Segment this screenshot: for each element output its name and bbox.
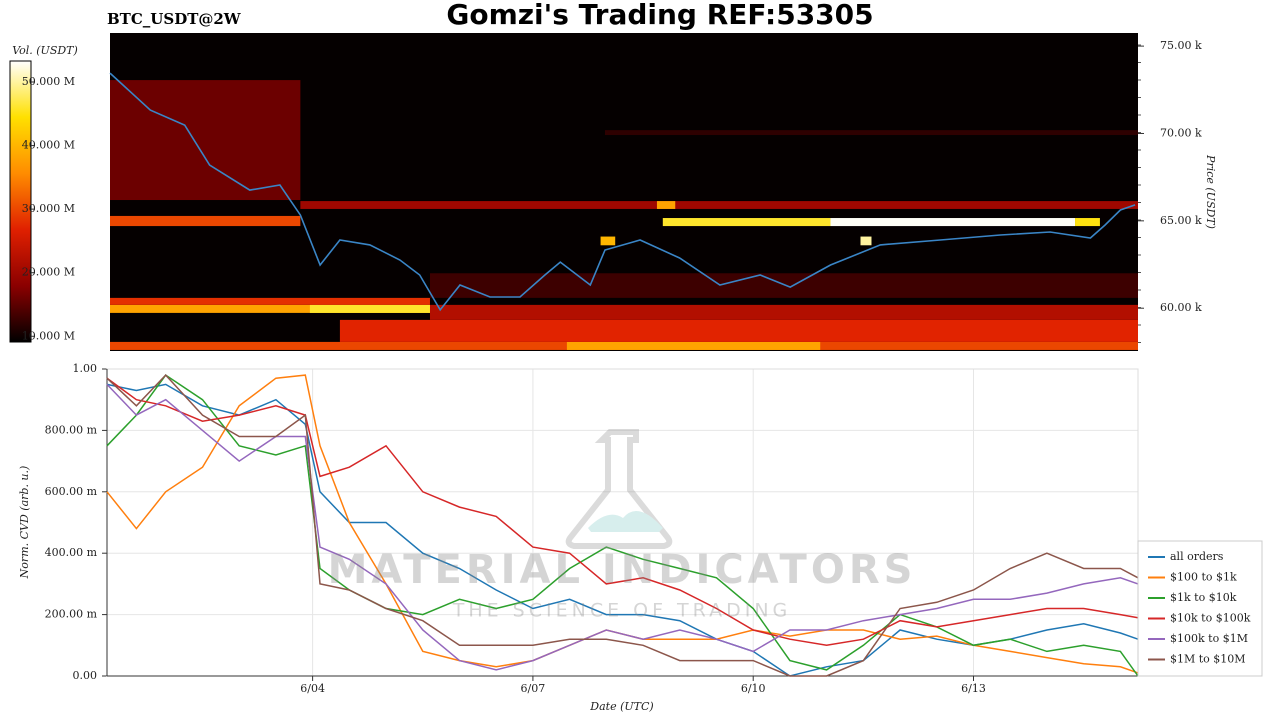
heat-cell [110,297,430,305]
x-axis-label: Date (UTC) [589,700,653,713]
colorbar-tick-label: 50.000 M [22,75,75,88]
series-line [106,374,1139,677]
heat-cell [300,201,1138,209]
y-tick-label: 400.00 m [45,546,98,559]
heat-cell [429,304,1139,320]
heat-cell [830,218,1076,227]
legend-label: $10k to $100k [1170,612,1251,625]
heat-cell [860,236,872,246]
x-tick-label: 6/13 [961,682,986,695]
legend-label: all orders [1170,550,1224,563]
heat-cell [1075,218,1100,227]
x-tick-label: 6/07 [521,682,546,695]
series-line [106,374,1139,677]
y-tick-label: 1.00 [73,362,98,375]
y-axis-label: Norm. CVD (arb. u.) [18,466,31,580]
heat-cell [600,236,616,246]
y-axis-label: Price (USDT) [1204,154,1217,229]
heat-cell [339,319,1139,342]
watermark-tagline: THE SCIENCE OF TRADING [452,600,792,622]
heat-cell [604,130,1138,136]
y-tick-label: 0.00 [73,669,98,682]
heat-cell [309,304,430,313]
price-line [109,72,1136,312]
colorbar-tick-label: 30.000 M [22,202,75,215]
heat-cell [110,215,301,227]
colorbar-tick-label: 10.000 M [22,329,75,342]
y-tick-label: 200.00 m [45,608,98,621]
x-tick-label: 6/10 [741,682,766,695]
colorbar-label: Vol. (USDT) [12,44,78,57]
legend-label: $100k to $1M [1170,632,1248,645]
colorbar-tick-label: 20.000 M [22,266,75,279]
watermark-brand: MATERIAL INDICATORS [328,547,917,593]
legend-label: $1M to $10M [1170,653,1246,666]
legend-box [1137,540,1263,677]
cvd-panel: 0.00 200.00 m 400.00 m 600.00 m 800.00 m 1.00… [45,362,1263,695]
heat-cell [110,304,430,313]
y-tick-label: 65.00 k [1160,214,1202,227]
colorbar [9,60,32,343]
watermark-flask [565,429,673,549]
heat-cell [429,273,1139,298]
colorbar-tick-label: 40.000 M [22,139,75,152]
legend-label: $1k to $10k [1170,591,1237,604]
legend-label: $100 to $1k [1170,571,1237,584]
heat-cell [656,201,676,209]
y-tick-label: 70.00 k [1160,126,1202,139]
heatmap-panel: 60.00 k 65.00 k 70.00 k 75.00 k 10.000 M 20.0… [9,33,1202,351]
panel-title: BTC_USDT@2W [107,10,242,28]
y-tick-label: 75.00 k [1160,39,1202,52]
y-tick-label: 800.00 m [45,423,98,436]
watermark-liquid [588,510,663,532]
heat-cell [566,341,821,350]
x-tick-label: 6/04 [300,682,325,695]
watermark: MATERIAL INDICATORS THE SCIENCE OF TRADI… [328,429,917,622]
heat-cell [110,80,301,201]
series-line [106,377,1139,647]
figure-title: Gomzi's Trading REF:53305 [446,0,873,31]
heat-cell [662,218,831,227]
y-tick-label: 60.00 k [1160,301,1202,314]
y-tick-label: 600.00 m [45,485,98,498]
